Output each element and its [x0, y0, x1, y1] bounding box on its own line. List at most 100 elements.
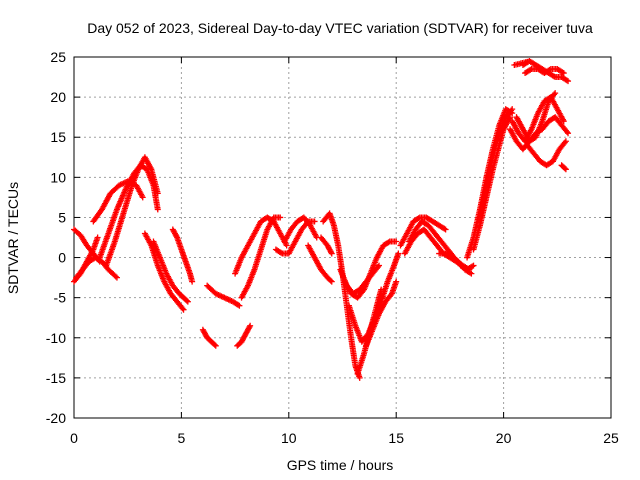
y-axis-label: SDTVAR / TECUs: [5, 182, 21, 294]
data-point: [551, 91, 558, 98]
y-tick-label: -10: [46, 330, 66, 346]
data-point: [183, 297, 190, 304]
y-tick-label: -15: [46, 370, 66, 386]
data-point: [154, 190, 161, 197]
y-tick-label: 10: [50, 169, 66, 185]
data-point: [560, 118, 567, 125]
x-axis-label: GPS time / hours: [287, 457, 394, 473]
series-pass-03: [73, 254, 120, 281]
data-point: [212, 342, 219, 349]
data-point: [328, 249, 335, 256]
data-point: [393, 238, 400, 245]
data-point: [509, 106, 516, 113]
data-point: [563, 128, 570, 135]
data-point: [559, 69, 566, 76]
y-tick-label: 20: [50, 89, 66, 105]
series-pass-09: [169, 226, 196, 285]
x-tick-label: 5: [178, 430, 186, 446]
data-point: [247, 322, 254, 329]
y-tick-labels: -20 -15 -10 -5 0 5 10 15 20 25: [46, 49, 66, 426]
data-point: [246, 324, 253, 331]
data-point: [173, 233, 180, 240]
data-point: [112, 273, 119, 280]
data-point: [139, 194, 146, 201]
data-point: [441, 225, 448, 232]
data-points: [71, 58, 572, 381]
series-pass-19: [318, 234, 335, 257]
x-tick-label: 15: [388, 430, 404, 446]
series-pass-39: [558, 162, 569, 173]
data-point: [113, 274, 120, 281]
data-point: [277, 214, 284, 221]
data-point: [562, 138, 569, 145]
data-point: [94, 234, 101, 241]
x-tick-labels: 0 5 10 15 20 25: [70, 430, 619, 446]
x-tick-label: 0: [70, 430, 78, 446]
data-point: [470, 262, 477, 269]
series-pass-05: [103, 154, 161, 269]
y-tick-label: -20: [46, 410, 66, 426]
data-point: [415, 215, 422, 222]
data-point: [563, 77, 570, 84]
x-tick-label: 25: [603, 430, 619, 446]
data-point: [328, 278, 335, 285]
data-point: [442, 226, 449, 233]
data-point: [179, 305, 186, 312]
data-point: [562, 166, 569, 173]
data-point: [236, 302, 243, 309]
series-pass-11: [199, 326, 219, 349]
series-pass-16: [281, 214, 320, 245]
data-point: [189, 278, 196, 285]
series-pass-23: [341, 238, 400, 301]
data-point: [235, 301, 242, 308]
data-point: [395, 250, 402, 257]
data-point: [393, 278, 400, 285]
data-point: [356, 374, 363, 381]
data-point: [327, 277, 334, 284]
x-tick-label: 10: [281, 430, 297, 446]
data-point: [311, 218, 318, 225]
y-tick-label: -5: [54, 290, 67, 306]
chart-title: Day 052 of 2023, Sidereal Day-to-day VTE…: [87, 20, 593, 36]
y-tick-label: 15: [50, 129, 66, 145]
series-pass-30: [470, 114, 514, 253]
series-pass-31: [476, 106, 516, 221]
data-point: [385, 239, 392, 246]
data-point: [211, 341, 218, 348]
data-point: [561, 165, 568, 172]
series-pass-33: [524, 138, 569, 169]
data-point: [328, 250, 335, 257]
series-pass-28: [436, 250, 475, 277]
data-point: [278, 249, 285, 256]
data-point: [565, 130, 572, 137]
data-point: [552, 90, 559, 97]
data-point: [376, 262, 383, 269]
x-tick-label: 20: [496, 430, 512, 446]
series-pass-10: [204, 282, 243, 309]
series-pass-24: [345, 250, 402, 345]
data-point: [469, 263, 476, 270]
series-pass-37: [522, 66, 567, 77]
data-point: [527, 66, 534, 73]
data-point: [154, 206, 161, 213]
series-pass-38: [511, 58, 531, 69]
data-point: [561, 139, 568, 146]
data-point: [524, 58, 531, 65]
data-point: [508, 107, 515, 114]
series-pass-12: [234, 322, 254, 349]
y-tick-label: 0: [58, 250, 66, 266]
y-tick-label: 25: [50, 49, 66, 65]
data-point: [184, 298, 191, 305]
data-point: [283, 242, 290, 249]
y-tick-label: 5: [58, 209, 66, 225]
data-point: [546, 66, 553, 73]
data-point: [560, 70, 567, 77]
data-point: [467, 269, 474, 276]
series-pass-35: [513, 90, 559, 145]
series-pass-04: [96, 162, 161, 261]
data-point: [565, 78, 572, 85]
series-pass-25: [397, 214, 449, 249]
grid-lines: [74, 57, 611, 418]
series-pass-14: [238, 214, 284, 301]
